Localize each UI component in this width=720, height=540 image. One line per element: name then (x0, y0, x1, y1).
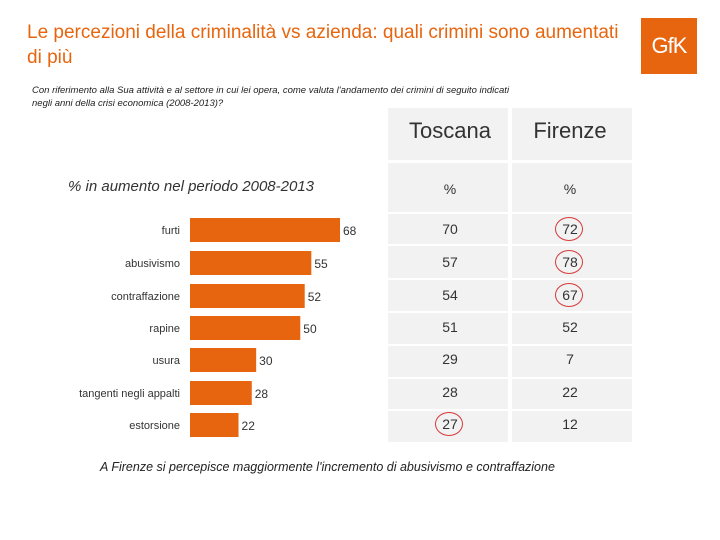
data-label: 55 (314, 257, 328, 271)
category-label: rapine (149, 323, 180, 335)
table-cell-toscana: 29 (442, 351, 458, 367)
table-cell-toscana: 54 (442, 287, 458, 303)
bar-abusivismo (190, 251, 312, 275)
header-firenze: Firenze (533, 118, 607, 143)
row-divider (388, 212, 632, 214)
row-divider (388, 278, 632, 280)
highlight-circle (555, 217, 583, 241)
header-toscana: Toscana (409, 118, 491, 143)
data-label: 52 (308, 290, 322, 304)
category-label: contraffazione (111, 291, 180, 303)
table-cell-toscana: 28 (442, 384, 458, 400)
row-divider (388, 311, 632, 313)
data-label: 28 (255, 387, 269, 401)
data-label: 30 (259, 354, 273, 368)
data-label: 22 (242, 419, 256, 433)
bar-rapine (190, 316, 301, 340)
highlight-circle (435, 412, 463, 436)
table-cell-toscana: 51 (442, 319, 458, 335)
table-cell-firenze: 7 (566, 351, 574, 367)
highlight-circle (555, 283, 583, 307)
table-cell-toscana: 57 (442, 254, 458, 270)
bar-furti (190, 218, 340, 242)
row-divider (388, 344, 632, 346)
data-label: 68 (343, 224, 357, 238)
survey-question: Con riferimento alla Sua attività e al s… (32, 85, 510, 109)
highlight-circle (555, 250, 583, 274)
chart-title: % in aumento nel periodo 2008-2013 (68, 178, 315, 195)
table-cell-firenze: 52 (562, 319, 578, 335)
bar-usura (190, 348, 257, 372)
slide-title: Le percezioni della criminalità vs azien… (27, 22, 619, 68)
category-label: estorsione (129, 420, 180, 432)
table-cell-firenze: 22 (562, 384, 578, 400)
footnote: A Firenze si percepisce maggiormente l'i… (100, 460, 555, 474)
category-label: abusivismo (125, 258, 180, 270)
bar-contraffazione (190, 284, 305, 308)
category-label: furti (162, 225, 180, 237)
unit-toscana: % (443, 181, 457, 197)
row-divider (388, 244, 632, 246)
category-label: tangenti negli appalti (79, 388, 180, 400)
category-label: usura (152, 355, 180, 367)
table-cell-firenze: 12 (562, 416, 578, 432)
unit-firenze: % (563, 181, 577, 197)
gfk-logo: GfK (641, 18, 697, 74)
column-divider (508, 108, 512, 442)
table-cell-toscana: 70 (442, 221, 458, 237)
row-divider (388, 377, 632, 379)
bar-estorsione (190, 413, 239, 437)
row-divider (388, 409, 632, 411)
bar-tangenti-negli-appalti (190, 381, 252, 405)
data-label: 50 (303, 322, 317, 336)
header-divider (388, 160, 632, 163)
